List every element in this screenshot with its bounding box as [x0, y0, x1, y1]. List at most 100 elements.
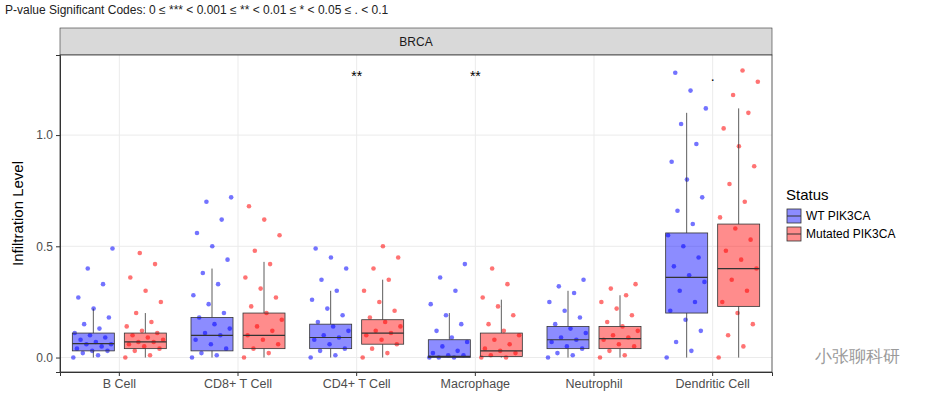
- whisker: [382, 344, 383, 357]
- median: [666, 277, 708, 278]
- y-tick-mark: [56, 135, 60, 136]
- point: [149, 320, 154, 325]
- whisker: [330, 349, 331, 358]
- point: [195, 231, 200, 236]
- grid-line-x: [119, 55, 120, 372]
- point: [396, 255, 401, 260]
- x-tick: Macrophage: [441, 372, 511, 391]
- box: [428, 340, 470, 358]
- point: [718, 215, 723, 220]
- point: [614, 306, 619, 311]
- facet-label: BRCA: [399, 35, 432, 49]
- box: [718, 224, 760, 306]
- point: [731, 93, 736, 98]
- point: [110, 246, 115, 251]
- box: [124, 333, 166, 349]
- point: [368, 315, 373, 320]
- point: [385, 351, 390, 356]
- point: [360, 355, 365, 360]
- point: [726, 333, 731, 338]
- point: [486, 322, 491, 327]
- point: [699, 329, 704, 334]
- legend-key: [787, 209, 801, 223]
- point: [134, 311, 139, 316]
- point: [669, 159, 674, 164]
- point: [572, 291, 577, 296]
- point: [71, 355, 76, 360]
- point: [609, 286, 614, 291]
- box: [362, 320, 404, 344]
- whisker: [738, 306, 739, 357]
- point: [679, 122, 684, 127]
- x-tick-label: CD4+ T Cell: [323, 377, 391, 391]
- y-tick-label: 0.5: [36, 240, 53, 254]
- point: [206, 302, 211, 307]
- x-tick: Neutrophil: [566, 372, 623, 391]
- point: [201, 271, 206, 276]
- median: [599, 338, 641, 339]
- point: [570, 353, 575, 358]
- grid-line-y: [60, 135, 772, 136]
- point: [219, 217, 224, 222]
- legend-label: WT PIK3CA: [806, 209, 870, 223]
- whisker: [330, 291, 331, 324]
- point: [216, 282, 221, 287]
- point: [210, 244, 215, 249]
- point: [581, 277, 586, 282]
- y-axis-title: Infiltration Level: [9, 161, 26, 266]
- y-tick: 0.0: [36, 351, 60, 365]
- x-tick-mark: [119, 372, 120, 376]
- point: [262, 217, 267, 222]
- point: [463, 262, 468, 267]
- point: [80, 351, 85, 356]
- whisker: [738, 108, 739, 224]
- point: [190, 355, 195, 360]
- point: [340, 313, 345, 318]
- point: [249, 304, 254, 309]
- point: [607, 349, 612, 354]
- point: [381, 244, 386, 249]
- significance-label: **: [351, 68, 362, 84]
- point: [578, 315, 583, 320]
- x-tick: CD8+ T Cell: [204, 372, 272, 391]
- box: [72, 333, 114, 351]
- point: [325, 306, 330, 311]
- whisker: [212, 351, 213, 358]
- point: [362, 289, 367, 294]
- legend: StatusWT PIK3CAMutated PIK3CA: [786, 186, 895, 241]
- plot-frame: [60, 55, 772, 372]
- point: [107, 315, 112, 320]
- whisker: [382, 280, 383, 320]
- y-tick: 1.0: [36, 128, 60, 142]
- point: [329, 255, 334, 260]
- y-axis-line: [56, 56, 61, 373]
- point: [622, 353, 627, 358]
- point: [505, 282, 510, 287]
- point: [741, 344, 746, 349]
- point: [316, 320, 321, 325]
- point: [392, 309, 397, 314]
- median: [362, 332, 404, 333]
- point: [546, 355, 551, 360]
- point: [229, 195, 234, 200]
- legend-title: Status: [786, 186, 829, 203]
- series: [123, 68, 760, 360]
- point: [148, 353, 153, 358]
- grid-line-x: [594, 55, 595, 372]
- facet-strip: [60, 28, 772, 55]
- x-tick: B Cell: [103, 372, 136, 391]
- median: [72, 343, 114, 344]
- point: [101, 282, 106, 287]
- point: [344, 266, 349, 271]
- legend-key-median: [787, 234, 801, 235]
- median: [191, 335, 233, 336]
- grid-line-x: [356, 55, 357, 372]
- point: [243, 275, 248, 280]
- point: [159, 300, 164, 305]
- point: [333, 353, 338, 358]
- y-tick-label: 1.0: [36, 128, 53, 142]
- point: [511, 313, 516, 318]
- point: [752, 164, 757, 169]
- whisker: [145, 349, 146, 358]
- point: [735, 311, 740, 316]
